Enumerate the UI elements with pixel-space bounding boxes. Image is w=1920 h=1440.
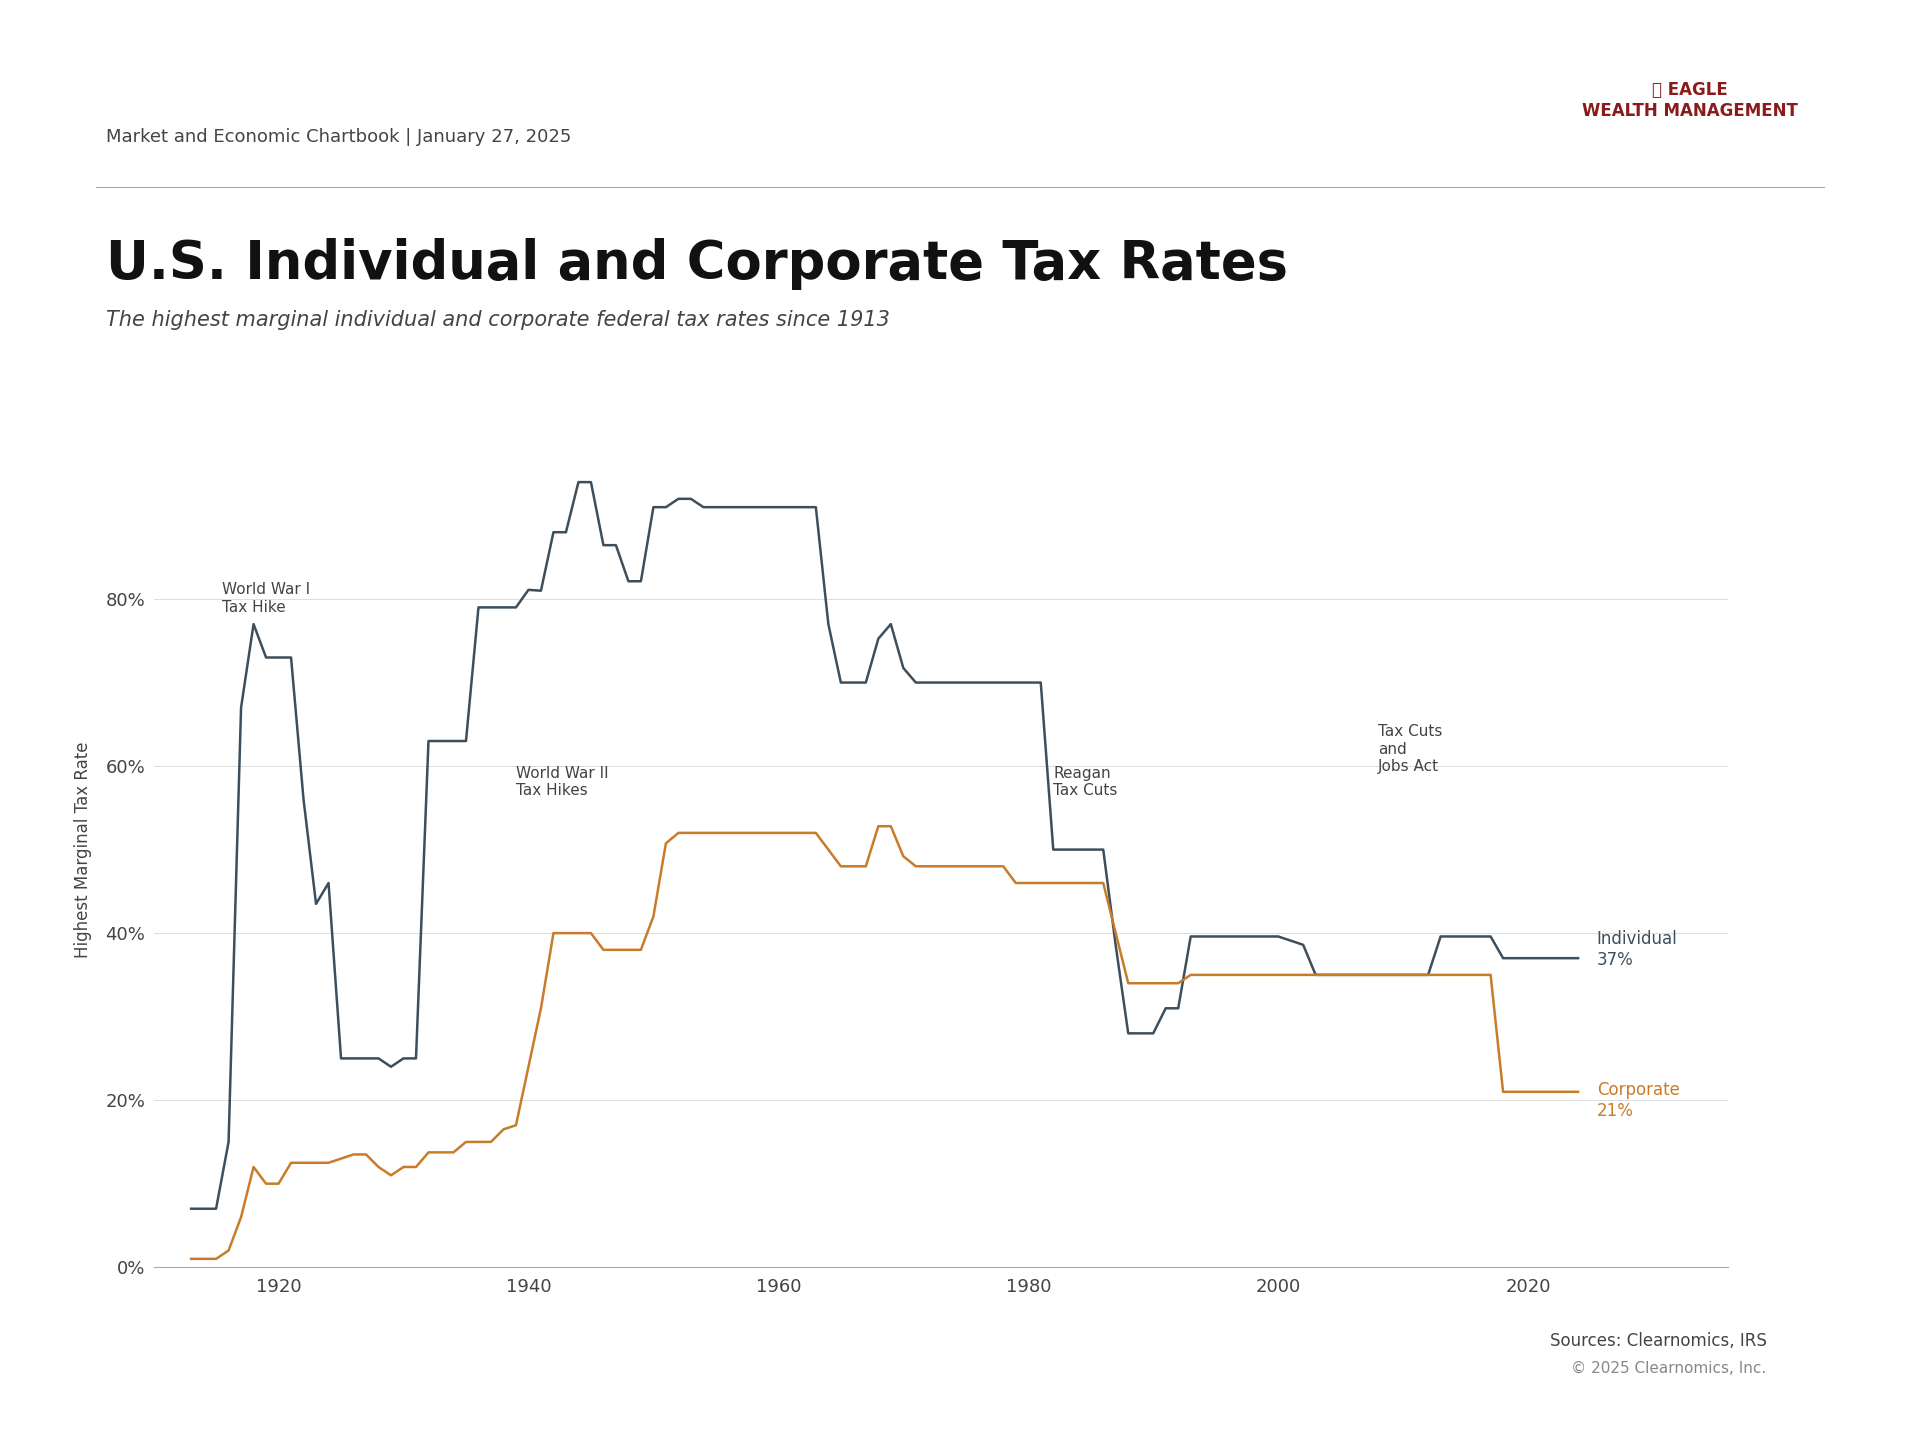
Text: Sources: Clearnomics, IRS: Sources: Clearnomics, IRS [1549,1332,1766,1351]
Text: Market and Economic Chartbook | January 27, 2025: Market and Economic Chartbook | January … [106,128,570,145]
Text: 🦅 EAGLE
WEALTH MANAGEMENT: 🦅 EAGLE WEALTH MANAGEMENT [1582,82,1797,120]
Text: Tax Cuts
and
Jobs Act: Tax Cuts and Jobs Act [1379,724,1442,775]
Text: © 2025 Clearnomics, Inc.: © 2025 Clearnomics, Inc. [1571,1361,1766,1375]
Text: World War II
Tax Hikes: World War II Tax Hikes [516,766,609,798]
Text: Corporate
21%: Corporate 21% [1597,1081,1680,1119]
Text: U.S. Individual and Corporate Tax Rates: U.S. Individual and Corporate Tax Rates [106,238,1288,289]
Text: The highest marginal individual and corporate federal tax rates since 1913: The highest marginal individual and corp… [106,310,889,330]
Text: World War I
Tax Hike: World War I Tax Hike [223,582,311,615]
Text: Reagan
Tax Cuts: Reagan Tax Cuts [1054,766,1117,798]
Text: Individual
37%: Individual 37% [1597,930,1678,969]
Y-axis label: Highest Marginal Tax Rate: Highest Marginal Tax Rate [73,742,92,958]
